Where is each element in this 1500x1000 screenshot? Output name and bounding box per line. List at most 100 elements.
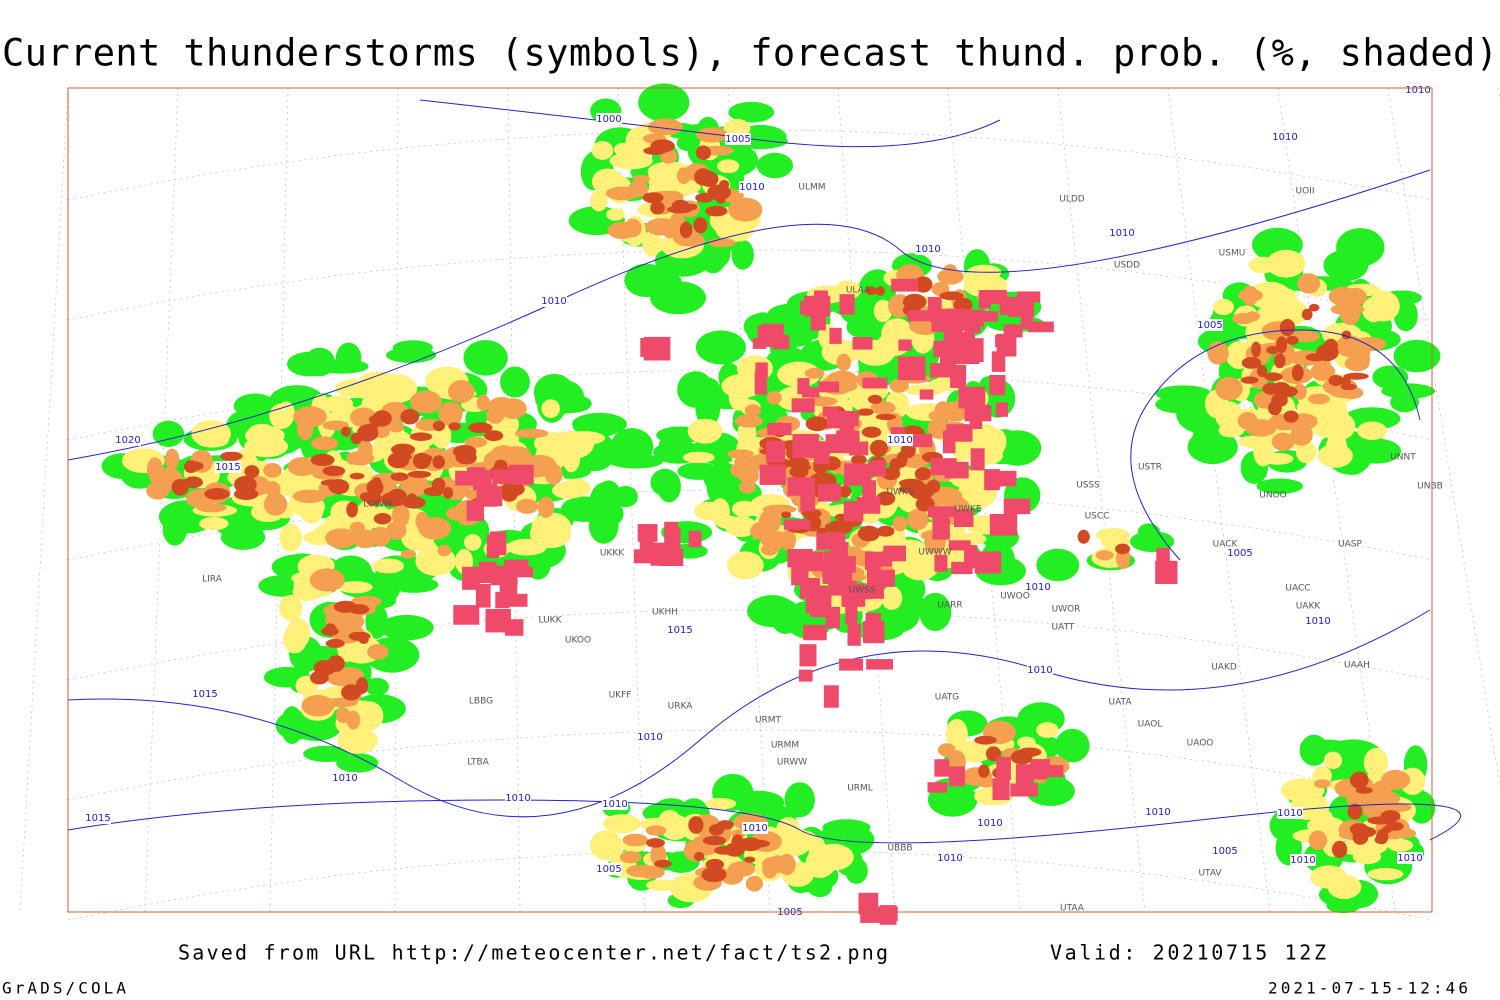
station-label: UATG bbox=[935, 693, 960, 703]
isobar-label: 1010 bbox=[915, 244, 940, 255]
storm-symbol bbox=[847, 624, 861, 646]
prob-shade bbox=[292, 489, 327, 503]
storm-symbol bbox=[754, 371, 767, 395]
isobar-label: 1005 bbox=[1227, 548, 1252, 559]
storm-symbol bbox=[849, 441, 869, 456]
prob-shade bbox=[346, 451, 374, 466]
storm-symbol bbox=[489, 486, 503, 507]
storm-symbol bbox=[1027, 321, 1054, 333]
storm-symbol bbox=[814, 290, 828, 304]
prob-shade bbox=[264, 481, 281, 497]
prob-shade bbox=[463, 340, 508, 376]
prob-shade bbox=[728, 101, 775, 123]
prob-shade bbox=[723, 118, 751, 138]
prob-shade bbox=[335, 379, 371, 398]
prob-shade bbox=[183, 460, 199, 473]
prob-shade bbox=[695, 145, 712, 160]
prob-shade bbox=[877, 525, 895, 537]
prob-shade bbox=[500, 484, 519, 502]
prob-shade bbox=[387, 488, 407, 503]
storm-symbol bbox=[486, 534, 500, 558]
isobar-label: 1005 bbox=[1212, 846, 1237, 857]
prob-shade bbox=[417, 540, 437, 554]
prob-shade bbox=[1256, 365, 1268, 378]
prob-shade bbox=[638, 83, 690, 122]
storm-symbol bbox=[505, 619, 524, 636]
prob-shade bbox=[346, 710, 360, 730]
prob-shade bbox=[738, 837, 763, 852]
prob-shade bbox=[624, 263, 669, 297]
prob-shade bbox=[676, 135, 701, 152]
prob-shade bbox=[780, 511, 792, 519]
prob-shade bbox=[372, 410, 392, 427]
prob-shade bbox=[632, 174, 650, 184]
storm-symbol bbox=[933, 340, 954, 358]
prob-shade bbox=[590, 830, 623, 861]
prob-shade bbox=[709, 824, 725, 836]
prob-shade bbox=[705, 798, 737, 810]
storm-symbol bbox=[844, 463, 872, 486]
storm-symbol bbox=[499, 570, 518, 595]
prob-shade bbox=[437, 544, 452, 557]
label-bg bbox=[1290, 854, 1316, 866]
storm-symbol bbox=[1003, 498, 1031, 515]
prob-shade bbox=[392, 453, 412, 461]
label-bg bbox=[1397, 852, 1423, 864]
prob-shade bbox=[199, 517, 229, 531]
storm-symbol bbox=[803, 624, 827, 641]
prob-shade bbox=[279, 523, 302, 552]
prob-shade bbox=[303, 745, 350, 763]
label-bg bbox=[1212, 845, 1238, 857]
storm-symbol bbox=[974, 551, 1002, 574]
storm-symbol bbox=[978, 290, 991, 309]
prob-shade bbox=[838, 485, 852, 498]
label-bg bbox=[192, 688, 218, 700]
prob-shade bbox=[870, 401, 896, 415]
storm-symbol bbox=[883, 545, 906, 562]
prob-shade bbox=[1368, 290, 1400, 322]
storm-symbol bbox=[866, 659, 893, 670]
label-bg bbox=[1227, 547, 1253, 559]
station-label: LIRA bbox=[202, 575, 223, 585]
storm-symbol bbox=[989, 470, 1017, 487]
storm-symbol bbox=[908, 434, 933, 448]
station-label: UNNT bbox=[1390, 453, 1416, 463]
prob-shade bbox=[694, 501, 724, 521]
prob-shade bbox=[945, 718, 968, 749]
storm-symbol bbox=[954, 509, 974, 527]
prob-shade bbox=[336, 753, 379, 773]
prob-shade bbox=[658, 435, 688, 454]
label-bg bbox=[115, 434, 141, 446]
prob-shade bbox=[325, 638, 345, 648]
storm-symbol bbox=[839, 294, 855, 315]
prob-shade bbox=[322, 465, 346, 476]
prob-shade bbox=[881, 586, 903, 610]
prob-shade bbox=[432, 455, 446, 469]
prob-shade bbox=[1213, 298, 1234, 316]
storm-symbol bbox=[800, 487, 816, 512]
label-bg bbox=[332, 772, 358, 784]
prob-shade bbox=[1241, 285, 1259, 306]
prob-shade bbox=[1393, 299, 1418, 332]
storm-symbol bbox=[938, 365, 957, 377]
prob-shade bbox=[204, 488, 230, 500]
storm-symbol bbox=[996, 333, 1017, 357]
prob-shade bbox=[313, 660, 337, 676]
prob-shade bbox=[263, 463, 282, 478]
prob-shade bbox=[1355, 786, 1373, 794]
prob-shade bbox=[939, 291, 964, 301]
prob-shade bbox=[464, 534, 482, 551]
prob-shade bbox=[350, 407, 377, 428]
prob-shade bbox=[1323, 751, 1343, 770]
isobar-label: 1015 bbox=[85, 813, 110, 824]
prob-shade bbox=[731, 239, 754, 270]
storm-symbol bbox=[783, 519, 811, 530]
storm-symbol bbox=[919, 389, 934, 400]
prob-shade bbox=[1244, 311, 1260, 322]
station-label: USSS bbox=[1076, 481, 1100, 491]
prob-shade bbox=[1256, 478, 1303, 494]
prob-shade bbox=[777, 361, 821, 388]
prob-shade bbox=[551, 482, 586, 499]
label-bg bbox=[1025, 581, 1051, 593]
prob-shade bbox=[349, 472, 365, 480]
